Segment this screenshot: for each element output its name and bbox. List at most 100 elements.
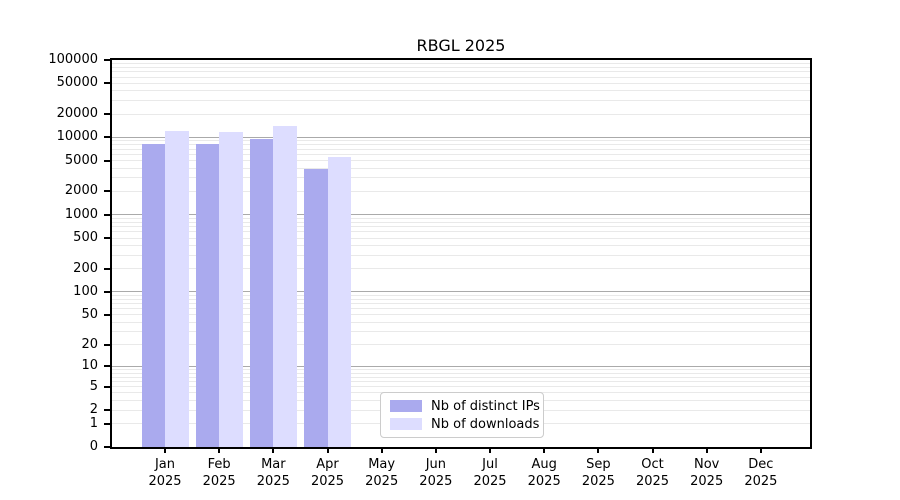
y-tick-label: 200	[73, 260, 98, 276]
bar-jan-distinct-ips	[141, 144, 165, 447]
gridline	[112, 63, 810, 65]
x-tick-label: Oct 2025	[635, 457, 670, 489]
x-tick-label: May 2025	[365, 457, 399, 489]
x-tick-label: Sep 2025	[581, 457, 615, 489]
gridline	[112, 372, 810, 374]
gridline	[112, 214, 810, 216]
gridline	[112, 237, 810, 239]
gridline	[112, 231, 810, 233]
legend-row: Nb of distinct IPs	[381, 399, 543, 414]
y-tick-mark	[104, 82, 110, 85]
gridline	[112, 148, 810, 150]
legend-label: Nb of distinct IPs	[431, 398, 540, 414]
gridline	[112, 344, 810, 346]
bar-feb-distinct-ips	[195, 144, 220, 447]
gridline	[112, 190, 810, 192]
gridline	[112, 167, 810, 169]
legend-row: Nb of downloads	[381, 417, 543, 432]
y-tick-label: 100000	[48, 52, 98, 67]
legend-swatch-distinct-ips	[390, 400, 422, 412]
bar-mar-distinct-ips	[249, 139, 274, 447]
gridline	[112, 140, 810, 142]
y-tick-label: 1	[89, 415, 98, 431]
y-tick-mark	[104, 365, 110, 368]
gridline	[112, 217, 810, 219]
gridline	[112, 136, 810, 138]
y-tick-label: 50	[81, 306, 98, 322]
y-tick-mark	[104, 237, 110, 240]
y-tick-mark	[104, 290, 110, 293]
y-tick-label: 1000	[64, 206, 98, 222]
y-tick-mark	[104, 59, 110, 61]
y-tick-label: 10000	[56, 129, 98, 145]
y-tick-label: 2	[89, 402, 98, 418]
gridline	[112, 76, 810, 78]
gridline	[112, 308, 810, 310]
bar-feb-downloads	[219, 131, 243, 447]
legend: Nb of distinct IPs Nb of downloads	[380, 392, 544, 438]
y-tick-label: 20000	[56, 106, 98, 122]
x-tick-mark	[597, 447, 600, 453]
y-tick-label: 500	[73, 230, 98, 246]
gridline	[112, 294, 810, 296]
x-tick-label: Dec 2025	[744, 457, 778, 489]
y-tick-label: 5000	[64, 152, 98, 168]
x-tick-label: Feb 2025	[202, 457, 236, 489]
x-tick-mark	[164, 447, 166, 453]
gridline	[112, 298, 810, 300]
gridline	[112, 113, 810, 115]
x-tick-label: Aug 2025	[527, 457, 561, 489]
y-tick-mark	[104, 136, 110, 139]
gridline	[112, 268, 810, 270]
y-tick-mark	[104, 213, 110, 216]
y-tick-label: 0	[89, 439, 98, 454]
x-tick-mark	[380, 447, 383, 453]
y-tick-label: 2000	[64, 183, 98, 199]
gridline	[112, 314, 810, 316]
gridline	[112, 177, 810, 179]
x-tick-mark	[705, 447, 708, 453]
y-tick-mark	[104, 409, 110, 412]
y-tick-mark	[104, 343, 110, 346]
y-tick-label: 20	[81, 336, 98, 352]
legend-swatch-downloads	[390, 418, 422, 430]
y-tick-mark	[104, 159, 110, 162]
x-tick-mark	[543, 447, 546, 453]
gridline	[112, 67, 810, 68]
x-tick-mark	[651, 447, 654, 453]
bar-apr-downloads	[327, 157, 351, 447]
gridline	[112, 369, 810, 371]
gridline	[112, 245, 810, 247]
y-tick-mark	[104, 267, 110, 270]
y-tick-mark	[104, 446, 110, 448]
x-tick-label: Jun 2025	[419, 457, 453, 489]
bar-apr-distinct-ips	[304, 169, 328, 447]
plot-area	[110, 58, 812, 449]
gridline	[112, 291, 810, 293]
gridline	[112, 144, 810, 146]
y-tick-mark	[104, 313, 110, 316]
x-tick-mark	[434, 447, 437, 453]
gridline	[112, 365, 810, 367]
gridline	[112, 160, 810, 162]
gridline	[112, 303, 810, 305]
x-tick-label: Mar 2025	[256, 457, 290, 489]
gridline	[112, 90, 810, 92]
gridline	[112, 331, 810, 333]
legend-label: Nb of downloads	[431, 416, 540, 432]
gridline	[112, 376, 810, 378]
gridline	[112, 221, 810, 223]
bar-jan-downloads	[165, 130, 189, 447]
y-tick-mark	[104, 190, 110, 193]
gridline	[112, 82, 810, 84]
x-tick-mark	[272, 447, 275, 453]
y-tick-mark	[104, 422, 110, 425]
y-tick-label: 100	[73, 283, 98, 299]
gridline	[112, 386, 810, 388]
gridline	[112, 226, 810, 228]
y-tick-label: 50000	[56, 75, 98, 91]
gridline	[112, 254, 810, 256]
chart-title: RBGL 2025	[416, 36, 506, 55]
x-tick-mark	[218, 447, 221, 453]
